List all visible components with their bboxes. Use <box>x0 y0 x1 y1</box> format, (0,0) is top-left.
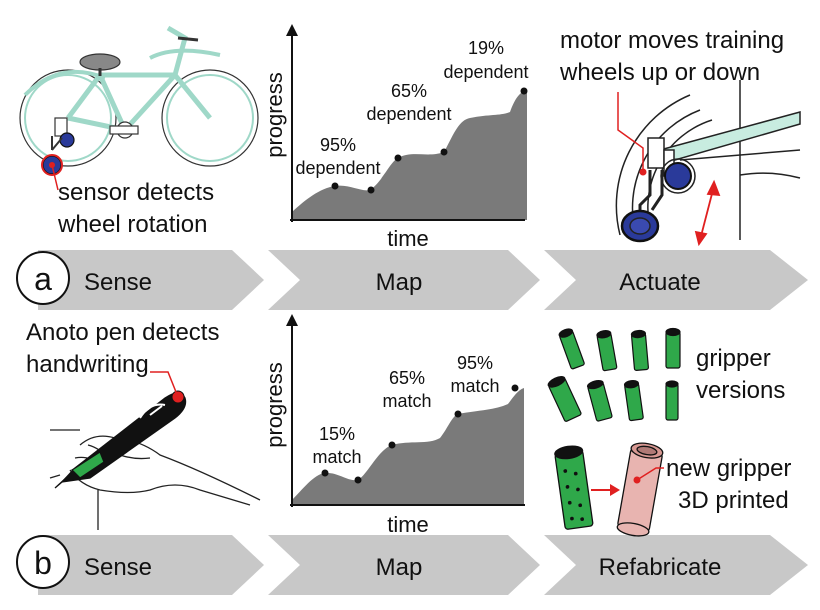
stage-arrow-map-b <box>268 535 540 595</box>
pen-hand-icon <box>49 392 261 530</box>
stage-label-sense-a: Sense <box>84 269 152 296</box>
stage-arrows-a: Sense Map Actuate <box>38 250 808 310</box>
chart-y-arrow-a <box>286 24 298 36</box>
chart-point-b-1 <box>321 469 329 477</box>
stage-label-refabricate-b: Refabricate <box>599 554 722 581</box>
actuate-caption-a-line2: wheels up or down <box>559 59 760 86</box>
chart-y-arrow-b <box>286 314 298 326</box>
up-down-arrow-icon <box>694 179 721 247</box>
chart-point-a-3 <box>394 154 402 162</box>
chart-annotation-b-1-label: match <box>312 447 361 467</box>
gripper-versions-icon <box>547 327 681 422</box>
chart-point-b-3 <box>388 441 396 449</box>
gripper-icon <box>554 442 664 537</box>
sense-caption-b-line2: handwriting <box>26 351 149 378</box>
progress-chart-b: time progress 15% match 65% match 95% ma… <box>262 314 525 537</box>
gripper-caption-line1: gripper <box>696 345 771 372</box>
stage-arrow-sense-a <box>38 250 264 310</box>
gripper-caption-line2: versions <box>696 377 785 404</box>
progress-chart-a: time progress 95% dependent 65% dependen… <box>262 24 529 251</box>
pen-pointer-b <box>150 371 179 398</box>
new-gripper-caption-line1: new gripper <box>666 455 791 482</box>
chart-point-a-1 <box>331 182 339 190</box>
chart-annotation-a-1-label: dependent <box>295 158 380 178</box>
motor-pointer-a <box>617 92 644 172</box>
chart-xlabel-b: time <box>387 512 429 537</box>
chart-ylabel-b: progress <box>262 362 287 448</box>
chart-area-a <box>292 90 527 220</box>
chart-point-a-2 <box>367 186 375 194</box>
chart-area-b <box>292 388 524 505</box>
chart-annotation-a-3-label: dependent <box>443 62 528 82</box>
stage-label-map-a: Map <box>376 269 423 296</box>
refab-arrow-head <box>610 484 620 496</box>
sense-caption-b-line1: Anoto pen detects <box>26 319 219 346</box>
chart-annotation-a-2-value: 65% <box>391 81 427 101</box>
stage-arrow-refabricate-b <box>544 535 808 595</box>
chart-point-b-4 <box>454 410 462 418</box>
row-letter-b: b <box>34 545 52 581</box>
training-wheel-icon <box>615 80 801 243</box>
row-letter-circle-b <box>16 535 70 589</box>
chart-annotation-b-2-value: 65% <box>389 368 425 388</box>
actuate-caption-a-line1: motor moves training <box>560 27 784 54</box>
row-letter-circle-a <box>16 251 70 305</box>
row-letter-a: a <box>34 261 52 297</box>
chart-xlabel-a: time <box>387 226 429 251</box>
bicycle-icon <box>19 25 259 176</box>
stage-arrow-actuate-a <box>544 250 808 310</box>
chart-annotation-a-3-value: 19% <box>468 38 504 58</box>
stage-arrow-map-a <box>268 250 540 310</box>
chart-annotation-b-2-label: match <box>382 391 431 411</box>
sense-caption-a-line1: sensor detects <box>58 179 214 206</box>
chart-annotation-a-1-value: 95% <box>320 135 356 155</box>
chart-ylabel-a: progress <box>262 72 287 158</box>
stage-arrows-b: Sense Map Refabricate <box>38 535 808 595</box>
stage-arrow-sense-b <box>38 535 264 595</box>
chart-annotation-b-1-value: 15% <box>319 424 355 444</box>
chart-annotation-b-3-label: match <box>450 376 499 396</box>
chart-point-a-5 <box>520 87 528 95</box>
sensor-pointer-a <box>51 164 59 191</box>
stage-label-actuate-a: Actuate <box>619 269 700 296</box>
sense-caption-a-line2: wheel rotation <box>57 211 207 238</box>
chart-point-b-2 <box>354 476 362 484</box>
stage-label-map-b: Map <box>376 554 423 581</box>
new-gripper-pointer <box>636 467 664 481</box>
new-gripper-caption-line2: 3D printed <box>678 487 789 514</box>
chart-annotation-a-2-label: dependent <box>366 104 451 124</box>
chart-point-b-5 <box>511 384 519 392</box>
chart-annotation-b-3-value: 95% <box>457 353 493 373</box>
stage-label-sense-b: Sense <box>84 554 152 581</box>
chart-point-a-4 <box>440 148 448 156</box>
